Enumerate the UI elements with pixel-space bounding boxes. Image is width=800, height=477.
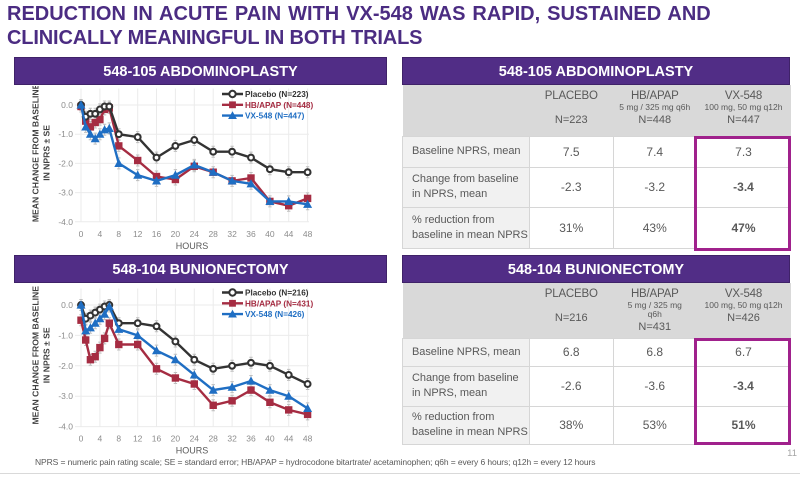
svg-text:HOURS: HOURS: [176, 241, 209, 251]
svg-text:16: 16: [152, 434, 162, 444]
svg-text:HOURS: HOURS: [176, 446, 209, 456]
svg-text:28: 28: [208, 229, 218, 239]
svg-text:44: 44: [284, 434, 294, 444]
svg-text:VX-548 (N=447): VX-548 (N=447): [245, 112, 305, 121]
svg-text:32: 32: [227, 229, 237, 239]
svg-text:28: 28: [208, 434, 218, 444]
svg-text:0.0: 0.0: [61, 100, 73, 110]
svg-text:IN NPRS ± SE: IN NPRS ± SE: [42, 327, 52, 383]
svg-text:-4.0: -4.0: [58, 422, 73, 432]
svg-text:0: 0: [79, 229, 84, 239]
svg-text:36: 36: [246, 434, 256, 444]
svg-text:IN NPRS ± SE: IN NPRS ± SE: [42, 125, 52, 181]
svg-text:-4.0: -4.0: [58, 217, 73, 227]
svg-text:48: 48: [303, 229, 313, 239]
svg-text:16: 16: [152, 229, 162, 239]
svg-text:-1.0: -1.0: [58, 129, 73, 139]
svg-text:8: 8: [116, 434, 121, 444]
svg-text:4: 4: [98, 229, 103, 239]
svg-text:40: 40: [265, 434, 275, 444]
svg-text:MEAN CHANGE FROM BASELINE: MEAN CHANGE FROM BASELINE: [31, 286, 41, 425]
svg-text:8: 8: [116, 229, 121, 239]
svg-text:44: 44: [284, 229, 294, 239]
svg-text:MEAN CHANGE FROM BASELINE: MEAN CHANGE FROM BASELINE: [31, 86, 41, 222]
svg-text:Placebo (N=223): Placebo (N=223): [245, 90, 309, 99]
svg-text:-3.0: -3.0: [58, 188, 73, 198]
svg-text:12: 12: [133, 229, 143, 239]
svg-text:12: 12: [133, 434, 143, 444]
svg-text:24: 24: [190, 229, 200, 239]
svg-text:VX-548 (N=426): VX-548 (N=426): [245, 310, 305, 319]
svg-text:Placebo (N=216): Placebo (N=216): [245, 289, 309, 298]
svg-text:20: 20: [171, 434, 181, 444]
svg-text:32: 32: [227, 434, 237, 444]
svg-text:20: 20: [171, 229, 181, 239]
svg-text:36: 36: [246, 229, 256, 239]
svg-text:0.0: 0.0: [61, 300, 73, 310]
svg-text:-3.0: -3.0: [58, 391, 73, 401]
svg-text:-2.0: -2.0: [58, 158, 73, 168]
svg-text:HB/APAP (N=431): HB/APAP (N=431): [245, 299, 313, 308]
svg-text:-1.0: -1.0: [58, 330, 73, 340]
svg-text:0: 0: [79, 434, 84, 444]
svg-text:48: 48: [303, 434, 313, 444]
svg-text:40: 40: [265, 229, 275, 239]
svg-text:-2.0: -2.0: [58, 361, 73, 371]
svg-text:HB/APAP (N=448): HB/APAP (N=448): [245, 101, 313, 110]
svg-text:24: 24: [190, 434, 200, 444]
svg-text:4: 4: [98, 434, 103, 444]
